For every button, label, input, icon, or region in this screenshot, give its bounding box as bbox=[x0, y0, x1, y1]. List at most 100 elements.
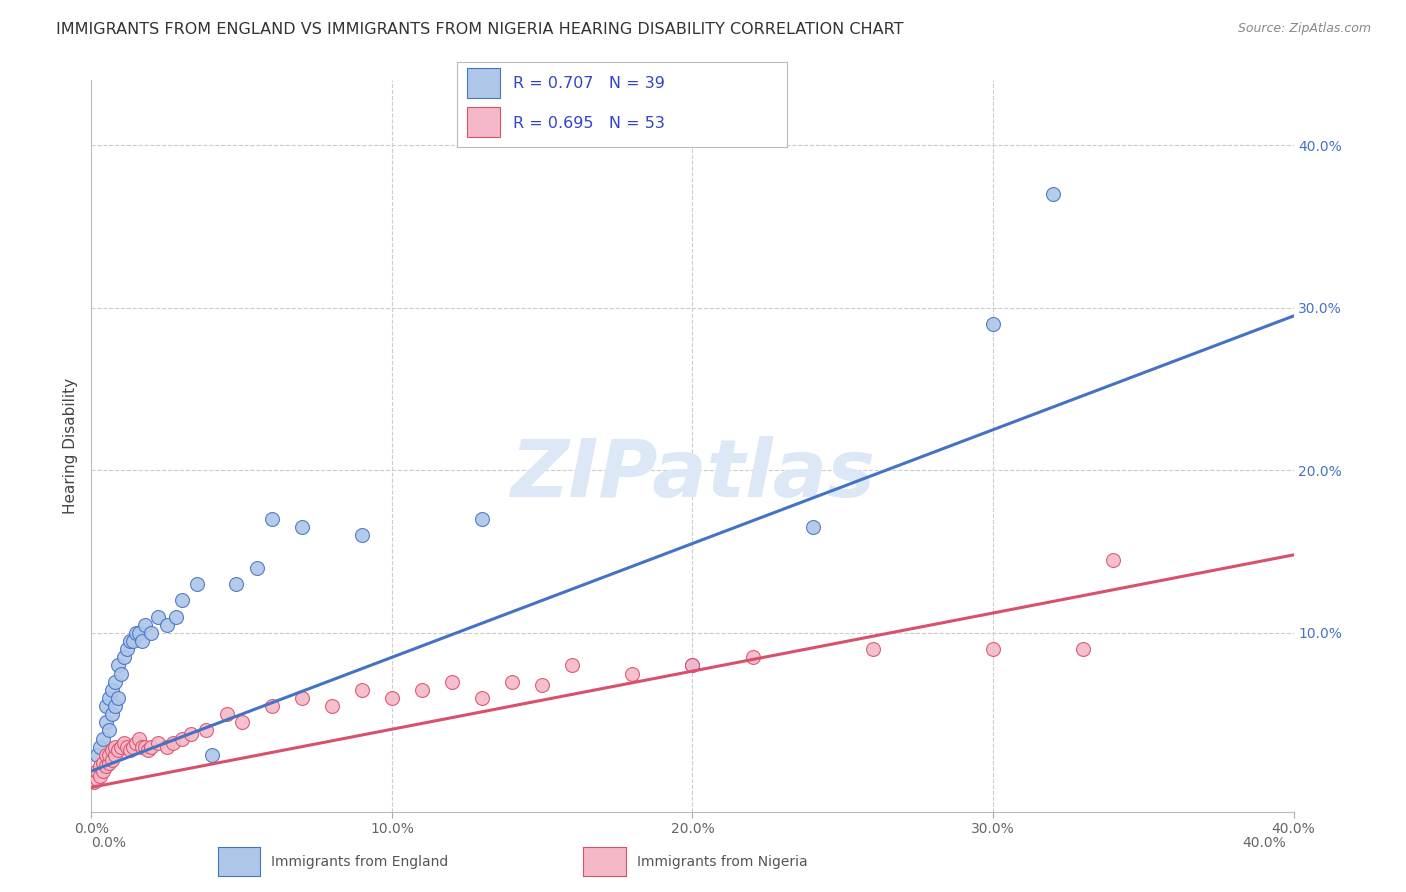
Point bbox=[471, 690, 494, 705]
Point bbox=[128, 731, 150, 746]
Point bbox=[381, 690, 404, 705]
Point bbox=[93, 764, 115, 778]
Point bbox=[96, 747, 118, 762]
Point bbox=[83, 775, 105, 789]
Point bbox=[96, 699, 118, 714]
Point bbox=[501, 674, 523, 689]
Point bbox=[134, 739, 156, 754]
Point bbox=[98, 756, 121, 770]
Point bbox=[1042, 187, 1064, 202]
Point bbox=[89, 759, 111, 773]
Point bbox=[165, 609, 187, 624]
Point bbox=[170, 593, 193, 607]
Point bbox=[741, 650, 763, 665]
Point bbox=[260, 699, 283, 714]
Point bbox=[350, 528, 373, 542]
Point bbox=[122, 634, 145, 648]
Text: 0.0%: 0.0% bbox=[91, 836, 127, 850]
Point bbox=[134, 617, 156, 632]
Point bbox=[194, 723, 217, 738]
Point bbox=[170, 731, 193, 746]
Point bbox=[1071, 642, 1094, 657]
Point bbox=[101, 753, 124, 767]
Point bbox=[107, 658, 129, 673]
Point bbox=[141, 739, 163, 754]
Point bbox=[93, 731, 115, 746]
Point bbox=[122, 739, 145, 754]
Point bbox=[120, 743, 142, 757]
Point bbox=[107, 690, 129, 705]
Point bbox=[561, 658, 583, 673]
Point bbox=[104, 739, 127, 754]
Point bbox=[231, 715, 253, 730]
Point bbox=[120, 634, 142, 648]
Point bbox=[146, 609, 169, 624]
Point bbox=[291, 520, 314, 534]
Point bbox=[186, 577, 208, 591]
Point bbox=[104, 699, 127, 714]
Text: IMMIGRANTS FROM ENGLAND VS IMMIGRANTS FROM NIGERIA HEARING DISABILITY CORRELATIO: IMMIGRANTS FROM ENGLAND VS IMMIGRANTS FR… bbox=[56, 22, 904, 37]
Point bbox=[98, 747, 121, 762]
Point bbox=[89, 739, 111, 754]
Point bbox=[96, 759, 118, 773]
Point bbox=[155, 739, 177, 754]
Point bbox=[114, 650, 136, 665]
Point bbox=[141, 626, 163, 640]
Point bbox=[138, 743, 160, 757]
Point bbox=[101, 682, 124, 697]
Point bbox=[180, 727, 202, 741]
Point bbox=[117, 739, 139, 754]
Point bbox=[350, 682, 373, 697]
Point bbox=[131, 739, 153, 754]
Text: Immigrants from Nigeria: Immigrants from Nigeria bbox=[637, 855, 807, 869]
Point bbox=[471, 512, 494, 526]
Point bbox=[146, 736, 169, 750]
Point bbox=[98, 723, 121, 738]
Bar bbox=[467, 69, 501, 98]
Point bbox=[128, 626, 150, 640]
Point bbox=[86, 747, 108, 762]
Point bbox=[104, 747, 127, 762]
Point bbox=[1102, 553, 1125, 567]
Point bbox=[89, 769, 111, 783]
Point bbox=[681, 658, 703, 673]
Point bbox=[981, 317, 1004, 331]
Y-axis label: Hearing Disability: Hearing Disability bbox=[63, 378, 79, 514]
Point bbox=[86, 764, 108, 778]
Point bbox=[681, 658, 703, 673]
Point bbox=[321, 699, 343, 714]
Point bbox=[801, 520, 824, 534]
Point bbox=[201, 747, 224, 762]
Point bbox=[96, 715, 118, 730]
Point bbox=[125, 736, 148, 750]
Text: Immigrants from England: Immigrants from England bbox=[271, 855, 449, 869]
Point bbox=[104, 674, 127, 689]
Point bbox=[117, 642, 139, 657]
Text: ZIPatlas: ZIPatlas bbox=[510, 436, 875, 515]
Point bbox=[981, 642, 1004, 657]
Point bbox=[440, 674, 463, 689]
Point bbox=[155, 617, 177, 632]
Point bbox=[101, 707, 124, 722]
Point bbox=[101, 743, 124, 757]
Text: Source: ZipAtlas.com: Source: ZipAtlas.com bbox=[1237, 22, 1371, 36]
Point bbox=[162, 736, 184, 750]
Point bbox=[215, 707, 238, 722]
Point bbox=[225, 577, 247, 591]
Point bbox=[107, 743, 129, 757]
Point bbox=[862, 642, 884, 657]
Point bbox=[260, 512, 283, 526]
Text: 40.0%: 40.0% bbox=[1243, 836, 1286, 850]
Point bbox=[411, 682, 433, 697]
Point bbox=[93, 756, 115, 770]
Point bbox=[110, 666, 132, 681]
Bar bbox=[467, 107, 501, 137]
Text: R = 0.707   N = 39: R = 0.707 N = 39 bbox=[513, 76, 665, 91]
Point bbox=[98, 690, 121, 705]
Text: R = 0.695   N = 53: R = 0.695 N = 53 bbox=[513, 116, 665, 131]
Point bbox=[621, 666, 644, 681]
Point bbox=[110, 739, 132, 754]
Point bbox=[531, 678, 554, 692]
Point bbox=[125, 626, 148, 640]
Point bbox=[86, 772, 108, 787]
